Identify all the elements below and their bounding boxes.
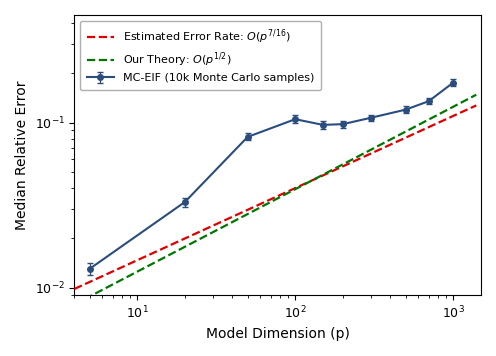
Our Theory: $O(p^{1/2})$: (128, 0.0447): $O(p^{1/2})$: (128, 0.0447) xyxy=(310,178,315,182)
Estimated Error Rate: $O(p^{7/16})$: (131, 0.0451): $O(p^{7/16})$: (131, 0.0451) xyxy=(310,178,316,182)
Estimated Error Rate: $O(p^{7/16})$: (557, 0.0851): $O(p^{7/16})$: (557, 0.0851) xyxy=(410,132,416,136)
Legend: Estimated Error Rate: $O(p^{7/16})$, Our Theory: $O(p^{1/2})$, MC-EIF (10k Monte: Estimated Error Rate: $O(p^{7/16})$, Our… xyxy=(80,21,321,90)
Estimated Error Rate: $O(p^{7/16})$: (4.08, 0.0099): $O(p^{7/16})$: (4.08, 0.0099) xyxy=(73,286,79,290)
Line: Our Theory: $O(p^{1/2})$: Our Theory: $O(p^{1/2})$ xyxy=(74,95,476,304)
Our Theory: $O(p^{1/2})$: (809, 0.112): $O(p^{1/2})$: (809, 0.112) xyxy=(435,112,441,116)
Estimated Error Rate: $O(p^{7/16})$: (128, 0.0447): $O(p^{7/16})$: (128, 0.0447) xyxy=(310,178,315,182)
Y-axis label: Median Relative Error: Median Relative Error xyxy=(15,80,29,230)
Estimated Error Rate: $O(p^{7/16})$: (144, 0.0471): $O(p^{7/16})$: (144, 0.0471) xyxy=(317,174,323,179)
Our Theory: $O(p^{1/2})$: (4.08, 0.00798): $O(p^{1/2})$: (4.08, 0.00798) xyxy=(73,302,79,306)
Estimated Error Rate: $O(p^{7/16})$: (809, 0.1): $O(p^{7/16})$: (809, 0.1) xyxy=(435,120,441,125)
X-axis label: Model Dimension (p): Model Dimension (p) xyxy=(206,327,350,341)
Our Theory: $O(p^{1/2})$: (144, 0.0474): $O(p^{1/2})$: (144, 0.0474) xyxy=(317,174,323,178)
Estimated Error Rate: $O(p^{7/16})$: (4, 0.00981): $O(p^{7/16})$: (4, 0.00981) xyxy=(71,287,77,291)
Estimated Error Rate: $O(p^{7/16})$: (1.4e+03, 0.127): $O(p^{7/16})$: (1.4e+03, 0.127) xyxy=(473,103,479,108)
Our Theory: $O(p^{1/2})$: (4, 0.0079): $O(p^{1/2})$: (4, 0.0079) xyxy=(71,302,77,307)
Our Theory: $O(p^{1/2})$: (557, 0.0933): $O(p^{1/2})$: (557, 0.0933) xyxy=(410,126,416,130)
Our Theory: $O(p^{1/2})$: (131, 0.0452): $O(p^{1/2})$: (131, 0.0452) xyxy=(310,177,316,182)
Line: Estimated Error Rate: $O(p^{7/16})$: Estimated Error Rate: $O(p^{7/16})$ xyxy=(74,105,476,289)
Our Theory: $O(p^{1/2})$: (1.4e+03, 0.148): $O(p^{1/2})$: (1.4e+03, 0.148) xyxy=(473,93,479,97)
